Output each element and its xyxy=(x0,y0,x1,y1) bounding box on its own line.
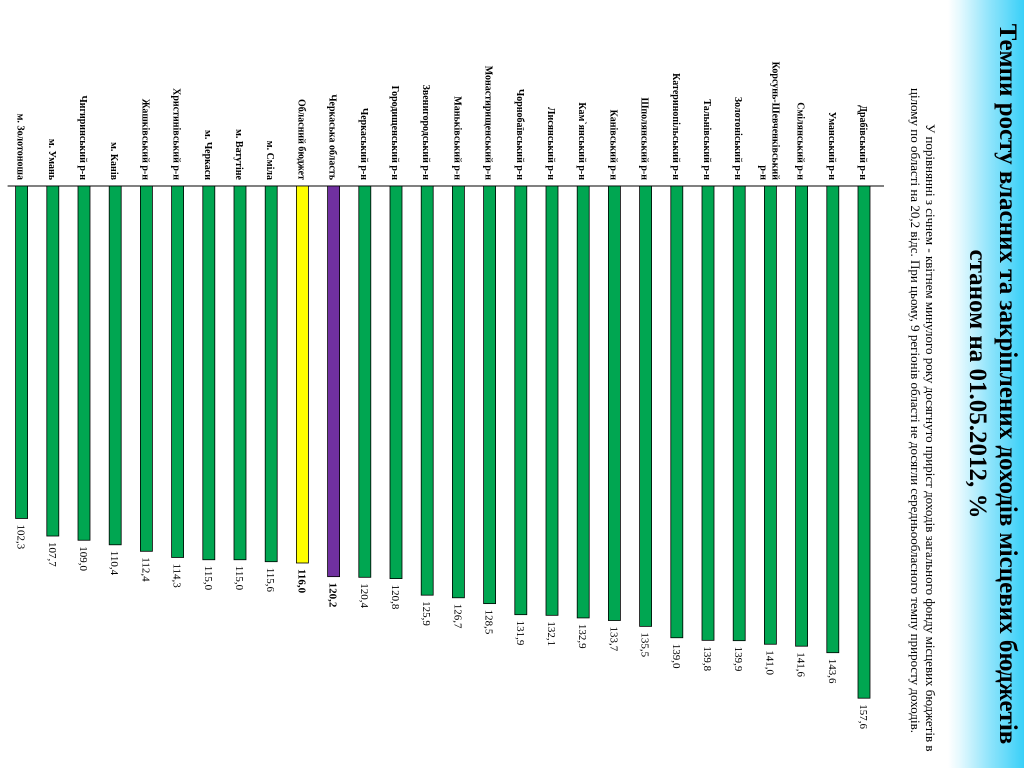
bar xyxy=(701,185,715,641)
category-label: Обласний бюджет xyxy=(295,99,306,180)
bar xyxy=(389,185,403,580)
data-label: 115,0 xyxy=(233,566,245,591)
bar xyxy=(358,185,372,578)
data-label: 139,0 xyxy=(670,644,682,669)
bar xyxy=(327,185,340,578)
bar xyxy=(451,185,465,599)
data-label: 109,0 xyxy=(77,546,89,571)
bar-chart: Драбівський р-н 157,6 Уманський р-н 143,6 См… xyxy=(7,62,884,729)
bar xyxy=(140,185,153,552)
category-label: Смілянський р-н xyxy=(795,102,806,180)
data-label: 141,0 xyxy=(763,650,775,675)
category-label: Маньківський р-н xyxy=(451,96,462,180)
data-label: 133,7 xyxy=(607,627,619,652)
bar xyxy=(857,185,871,699)
category-label: Корсунь-Шевченківськийр-н xyxy=(757,62,780,181)
category-label: Кам`янський р-н xyxy=(576,102,587,180)
data-label: 102,3 xyxy=(15,524,27,549)
bar xyxy=(826,185,840,654)
chart-title: Темпи росту власних та закріплених доход… xyxy=(962,18,1022,750)
data-label: 135,5 xyxy=(639,632,651,657)
category-label: Черкаська область xyxy=(327,94,338,180)
bar xyxy=(764,185,777,645)
category-label: м. Сміла xyxy=(264,141,275,180)
data-label: 120,2 xyxy=(327,583,339,608)
bar xyxy=(233,185,247,561)
title-banner: Темпи росту власних та закріплених доход… xyxy=(948,0,1024,768)
bar xyxy=(264,185,278,563)
chart-description: У порівнянні з січнем - квітнем минулого… xyxy=(908,88,938,752)
data-label: 116,0 xyxy=(295,569,307,594)
category-label: м. Канів xyxy=(108,142,119,180)
category-label: м. Умань xyxy=(46,139,57,181)
category-label: Лисянський р-н xyxy=(545,107,556,180)
data-label: 143,6 xyxy=(826,659,838,684)
category-label: м. Ватутіне xyxy=(233,129,244,180)
category-label: Канівський р-н xyxy=(607,110,618,181)
data-label: 114,3 xyxy=(171,563,183,588)
category-label: Черкаський р-н xyxy=(358,108,369,180)
bar xyxy=(483,185,497,605)
bar xyxy=(15,185,28,519)
data-label: 112,4 xyxy=(139,557,151,582)
data-label: 110,4 xyxy=(108,551,120,576)
category-label: Монастирищенський р-н xyxy=(483,66,494,181)
bar xyxy=(670,185,684,639)
chart-title-line-1: Темпи росту власних та закріплених доход… xyxy=(994,23,1021,745)
category-label: Уманський р-н xyxy=(826,112,837,180)
bar xyxy=(795,185,808,647)
bar xyxy=(545,185,559,616)
category-label: м. Золотоноша xyxy=(15,114,26,180)
category-label: Христинівський р-н xyxy=(171,88,182,180)
data-label: 125,9 xyxy=(420,601,432,626)
data-label: 128,5 xyxy=(483,610,495,635)
data-label: 107,7 xyxy=(46,542,58,567)
category-label: Драбівський р-н xyxy=(857,105,868,180)
bar xyxy=(202,185,216,561)
bar xyxy=(420,185,434,596)
bar xyxy=(732,185,746,642)
chart-title-line-2: станом на 01.05.2012, % xyxy=(964,249,991,519)
bar xyxy=(607,185,621,621)
category-label: Чигиринський р-н xyxy=(77,95,88,180)
data-label: 157,6 xyxy=(857,704,869,729)
data-label: 141,6 xyxy=(795,652,807,677)
bar xyxy=(108,185,122,546)
category-label: Жашківський р-н xyxy=(139,99,150,181)
data-label: 126,7 xyxy=(451,604,463,629)
data-label: 115,6 xyxy=(264,568,276,593)
category-label: Катеринопільський р-н xyxy=(670,73,681,180)
category-label: м. Черкаси xyxy=(202,130,213,180)
bar xyxy=(576,185,590,619)
category-label: Золотоніський р-н xyxy=(732,97,743,180)
data-label: 120,8 xyxy=(389,585,401,610)
bar xyxy=(77,185,91,541)
bar xyxy=(46,185,60,537)
data-label: 131,9 xyxy=(514,621,526,646)
bar xyxy=(296,185,309,564)
data-label: 120,4 xyxy=(358,583,370,608)
category-label: Звенигородський р-н xyxy=(420,85,431,181)
bar xyxy=(171,185,184,558)
bar xyxy=(639,185,653,627)
category-label: Городищенський р-н xyxy=(389,86,400,181)
data-label: 132,1 xyxy=(545,621,557,646)
category-label: Тальнівський р-н xyxy=(701,99,712,180)
data-label: 139,9 xyxy=(732,647,744,672)
category-label: Шполянський р-н xyxy=(639,97,650,180)
data-label: 139,8 xyxy=(701,646,713,671)
data-label: 115,0 xyxy=(202,566,214,591)
category-label: Чорнобаївський р-н xyxy=(514,89,525,180)
bar xyxy=(514,185,528,616)
data-label: 132,9 xyxy=(576,624,588,649)
